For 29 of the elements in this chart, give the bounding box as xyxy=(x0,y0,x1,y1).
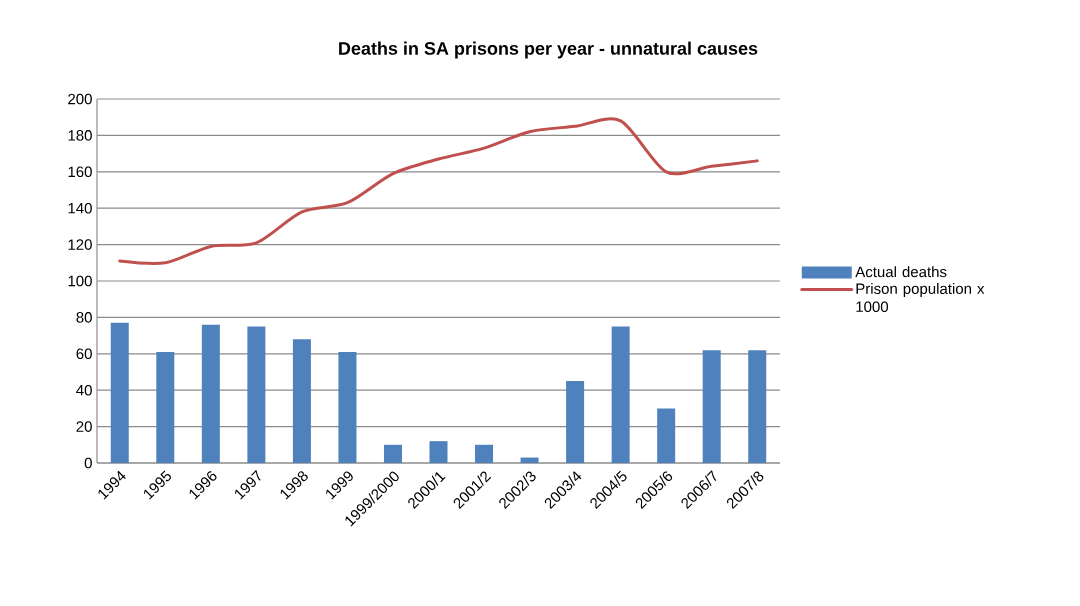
bar xyxy=(475,444,494,463)
bar xyxy=(383,444,402,463)
y-tick-label: 120 xyxy=(68,239,92,250)
y-tick-label: 60 xyxy=(76,348,92,360)
bar xyxy=(338,351,357,463)
bar xyxy=(520,457,539,463)
bar xyxy=(611,326,630,463)
y-tick-label: 180 xyxy=(68,130,92,141)
bar xyxy=(110,322,129,463)
legend-label: Prison population x 1000 xyxy=(856,283,985,313)
y-tick-label: 200 xyxy=(68,93,92,105)
bar xyxy=(702,350,721,463)
bar xyxy=(156,351,175,463)
bar xyxy=(292,339,311,463)
y-tick-label: 160 xyxy=(68,166,92,178)
y-tick-label: 0 xyxy=(84,457,92,469)
bar xyxy=(201,324,220,463)
bar xyxy=(429,441,448,463)
y-tick-label: 100 xyxy=(68,275,92,287)
y-tick-label: 40 xyxy=(76,384,92,396)
y-tick-label: 140 xyxy=(68,202,92,214)
y-tick-label: 20 xyxy=(76,421,92,432)
bar xyxy=(657,408,676,463)
bar xyxy=(566,381,585,463)
bar xyxy=(748,350,767,463)
chart-title: Deaths in SA prisons per year - unnatural causes xyxy=(339,41,758,59)
bar xyxy=(247,326,266,463)
legend-label: Actual deaths xyxy=(855,266,947,278)
y-tick-label: 80 xyxy=(76,312,92,323)
